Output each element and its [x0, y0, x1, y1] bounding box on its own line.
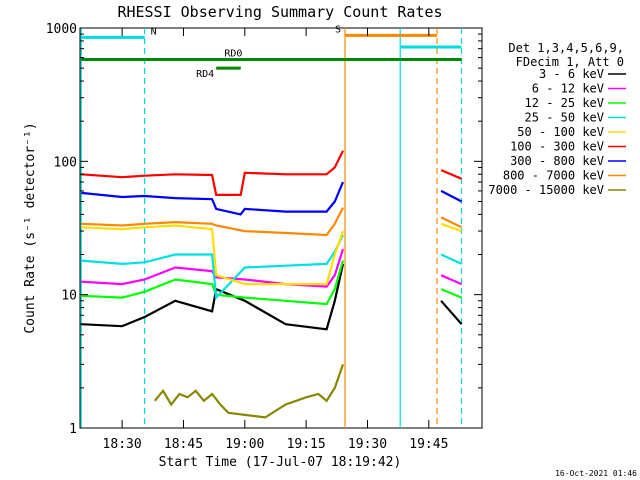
bar-label-1: S — [335, 24, 341, 35]
x-tick-label-3: 19:15 — [287, 437, 326, 452]
legend-entry-7: 800 - 7000 keV — [503, 169, 604, 183]
series-line-8 — [153, 364, 345, 419]
legend-entry-6: 300 - 800 keV — [510, 154, 604, 168]
series-line-1 — [81, 248, 463, 288]
legend: Det 1,3,4,5,6,9,FDecim 1, Att 03 - 6 keV… — [488, 41, 626, 197]
y-tick-label-0: 1 — [69, 422, 77, 437]
series-line-7 — [81, 207, 463, 237]
legend-header-0: Det 1,3,4,5,6,9, — [508, 41, 624, 55]
series-lines — [81, 150, 463, 419]
footer-date: 16-Oct-2021 01:46 — [555, 469, 637, 478]
legend-header-1: FDecim 1, Att 0 — [516, 55, 624, 69]
series-line-6 — [81, 181, 463, 216]
legend-entry-1: 6 - 12 keV — [532, 82, 604, 96]
legend-entry-3: 25 - 50 keV — [525, 111, 604, 125]
x-tick-label-1: 18:45 — [164, 437, 203, 452]
bar-label-4: RD4 — [196, 69, 214, 80]
x-axis-ticks: 18:30 18:45 19:00 19:15 19:30 19:45 — [103, 28, 448, 452]
series-line-4 — [81, 222, 462, 286]
series-line-0 — [81, 263, 463, 331]
series-line-5 — [81, 150, 463, 196]
x-tick-label-5: 19:45 — [409, 437, 448, 452]
bar-label-3: RD0 — [224, 49, 242, 60]
chart-title: RHESSI Observing Summary Count Rates — [117, 3, 442, 21]
x-tick-label-4: 19:30 — [348, 437, 387, 452]
legend-entry-4: 50 - 100 keV — [517, 125, 604, 139]
y-tick-label-1: 10 — [61, 289, 77, 304]
bar-label-0: N — [151, 26, 157, 37]
y-tick-label-2: 100 — [54, 155, 77, 170]
plot-frame — [79, 27, 483, 429]
legend-entry-0: 3 - 6 keV — [539, 67, 604, 81]
series-line-3 — [81, 234, 463, 301]
y-axis-label: Count Rate (s⁻¹ detector⁻¹) — [23, 122, 38, 333]
y-axis-ticks: 1 10 100 1000 — [46, 22, 482, 437]
x-axis-label: Start Time (17-Jul-07 18:19:42) — [159, 455, 402, 470]
legend-entry-5: 100 - 300 keV — [510, 140, 604, 154]
legend-entry-8: 7000 - 15000 keV — [488, 183, 604, 197]
x-tick-label-2: 19:00 — [225, 437, 264, 452]
state-bars: N S RD0 RD4 — [81, 24, 462, 80]
x-tick-label-0: 18:30 — [103, 437, 142, 452]
legend-entry-2: 12 - 25 keV — [525, 96, 604, 110]
y-tick-label-3: 1000 — [46, 22, 77, 37]
